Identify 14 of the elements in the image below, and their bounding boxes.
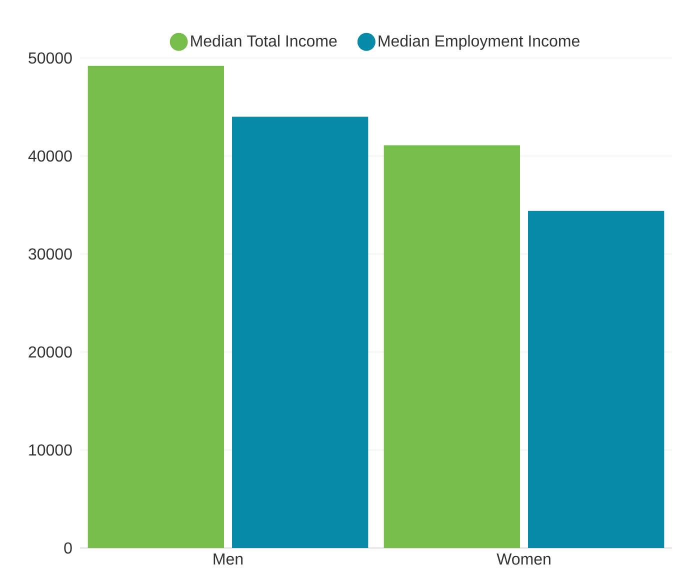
x-tick-label: Men bbox=[214, 554, 243, 565]
legend-label: Median Employment Income bbox=[378, 34, 580, 50]
x-tick-label: Women bbox=[496, 554, 550, 565]
y-tick-label: 0 bbox=[64, 542, 72, 554]
bar bbox=[528, 210, 664, 548]
legend-label: Median Total Income bbox=[191, 34, 337, 47]
bar bbox=[88, 66, 224, 548]
y-tick-label: 30000 bbox=[28, 248, 72, 260]
y-tick-label: 10000 bbox=[29, 444, 72, 456]
y-tick-label: 40000 bbox=[28, 150, 72, 162]
y-tick-label: 20000 bbox=[28, 346, 72, 358]
bar bbox=[384, 145, 520, 548]
bar bbox=[232, 116, 368, 548]
y-tick-label: 50000 bbox=[28, 52, 72, 64]
